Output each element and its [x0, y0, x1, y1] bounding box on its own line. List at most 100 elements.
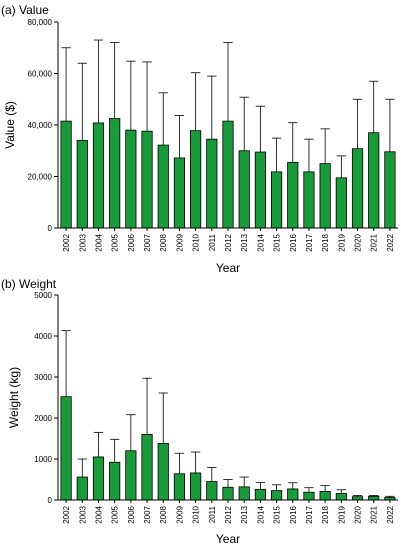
panel-a-bar-2007 [141, 130, 153, 229]
panel-a-x-tick-label: 2004 [94, 233, 103, 251]
panel-a-x-axis-label: Year [216, 261, 240, 275]
panel-a-bar-2008 [157, 144, 169, 229]
panel-b-x-tick-label: 2008 [159, 505, 168, 523]
panel-a-x-tick-label: 2018 [321, 233, 330, 251]
panel-a-bar-2016 [287, 161, 299, 229]
panel-b-title: (b) Weight [1, 277, 57, 291]
panel-b-x-tick-label: 2020 [354, 505, 363, 523]
panel-b-x-tick-label: 2003 [78, 505, 87, 523]
panel-b-x-tick-label: 2002 [62, 505, 71, 523]
panel-b-x-tick-label: 2011 [208, 505, 217, 523]
panel-a-x-tick-label: 2010 [192, 233, 201, 251]
panel-a-x-tick-label: 2016 [289, 233, 298, 251]
panel-a-y-tick-label: 60,000 [28, 70, 53, 79]
panel-a-x-tick-label: 2002 [62, 233, 71, 251]
panel-b-x-tick-label: 2012 [224, 505, 233, 523]
panel-a-bar-2013 [238, 150, 250, 229]
panel-a-x-tick-label: 2022 [386, 233, 395, 251]
panel-b-bar-2009 [173, 473, 186, 501]
panel-b-x-tick-label: 2018 [321, 505, 330, 523]
panel-a-bar-2017 [303, 171, 315, 229]
panel-b-bar-2017 [303, 491, 315, 501]
panel-a-bar-2006 [125, 129, 137, 229]
panel-b-bar-2010 [190, 472, 202, 501]
panel-a-bar-2020 [351, 148, 364, 229]
panel-a-x-tick-label: 2021 [370, 233, 379, 251]
panel-b-bar-2005 [109, 461, 121, 501]
panel-a-x-tick-label: 2020 [354, 233, 363, 251]
panel-b-x-tick-label: 2013 [240, 505, 249, 523]
panel-a-title: (a) Value [1, 3, 49, 17]
panel-a-bar-2002 [60, 120, 72, 229]
panel-a: (a) Value Value ($) 0 20,000 40,000 60,000 80,… [1, 3, 398, 275]
panel-a-x-tick-label: 2003 [78, 233, 87, 251]
panel-a-x-tick-label: 2013 [240, 233, 249, 251]
panel-a-bar-2010 [190, 130, 202, 229]
panel-b-bar-2016 [287, 488, 299, 501]
panel-b-bar-2019 [335, 493, 347, 501]
panel-b-bar-2021 [368, 495, 380, 501]
panel-b-bar-2011 [206, 481, 218, 501]
panel-a-bar-2021 [368, 132, 380, 229]
panel-b-x-tick-label: 2015 [273, 505, 282, 523]
panel-b-bar-2018 [319, 490, 331, 501]
panel-b-bar-2004 [92, 456, 105, 501]
panel-a-y-axis-label: Value ($) [3, 101, 17, 149]
panel-a-bar-2018 [319, 163, 331, 229]
panel-a-y-tick-label: 20,000 [28, 173, 53, 182]
panel-b-x-tick-label: 2022 [386, 505, 395, 523]
panel-a-bar-2011 [206, 138, 218, 229]
panel-b-y-axis-label: Weight (kg) [7, 367, 21, 428]
panel-b-x-tick-label: 2005 [111, 505, 120, 523]
panel-b-x-tick-label: 2016 [289, 505, 298, 523]
panel-a-x-tick-label: 2019 [337, 233, 346, 251]
panel-a-bar-2015 [270, 171, 283, 229]
panel-a-bar-2022 [384, 151, 396, 229]
panel-b-x-tick-label: 2006 [127, 505, 136, 523]
panel-a-x-tick-label: 2015 [273, 233, 282, 251]
panel-b-bar-2014 [254, 488, 266, 501]
panel-a-y-tick-label: 80,000 [28, 18, 53, 27]
panel-b-x-tick-label: 2014 [256, 505, 265, 523]
panel-a-x-tick-label: 2017 [305, 233, 314, 251]
panel-b-bar-2008 [157, 443, 169, 501]
panel-b-x-tick-label: 2004 [94, 505, 103, 523]
panel-a-bar-2005 [109, 118, 121, 229]
panel-a-x-tick-label: 2014 [256, 233, 265, 251]
panel-a-x-tick-label: 2008 [159, 233, 168, 251]
panel-b-x-tick-label: 2010 [192, 505, 201, 523]
panel-b-y-tick-label: 3000 [34, 373, 52, 382]
panel-a-x-tick-label: 2006 [127, 233, 136, 251]
panel-a-x-tick-label: 2011 [208, 233, 217, 251]
panel-b-bar-2003 [76, 476, 88, 501]
panel-b-y-tick-label: 1000 [34, 455, 52, 464]
panel-b-bar-2013 [238, 486, 250, 501]
panel-b-y-tick-label: 2000 [34, 414, 52, 423]
panel-b-x-tick-label: 2017 [305, 505, 314, 523]
panel-b-x-tick-label: 2009 [175, 505, 184, 523]
panel-a-x-tick-label: 2005 [111, 233, 120, 251]
panel-b-y-tick-label: 5000 [34, 291, 52, 300]
panel-a-bar-2009 [173, 157, 186, 229]
panel-a-x-tick-label: 2009 [175, 233, 184, 251]
panel-a-y-tick-label: 40,000 [28, 121, 53, 130]
panel-a-bar-2012 [222, 120, 234, 229]
panel-b-bar-2006 [125, 450, 137, 501]
panel-a-bar-2004 [92, 122, 105, 229]
panel-b-x-tick-label: 2007 [143, 505, 152, 523]
panel-b-x-axis-label: Year [216, 532, 240, 546]
panel-a-bar-2019 [335, 177, 347, 229]
panel-a-x-tick-label: 2012 [224, 233, 233, 251]
panel-b-bar-2002 [60, 396, 72, 501]
panel-a-bar-2003 [76, 140, 88, 229]
panel-a-x-tick-label: 2007 [143, 233, 152, 251]
panel-b: (b) Weight Weight (kg) 0 1000 2000 3000 4000 50… [1, 277, 398, 546]
panel-a-bar-2014 [254, 151, 266, 229]
panel-b-y-tick-label: 4000 [34, 332, 52, 341]
panel-b-x-tick-label: 2019 [337, 505, 346, 523]
panel-b-bar-2012 [222, 486, 234, 501]
panel-b-x-tick-label: 2021 [370, 505, 379, 523]
panel-a-y-tick-label: 0 [48, 224, 53, 233]
